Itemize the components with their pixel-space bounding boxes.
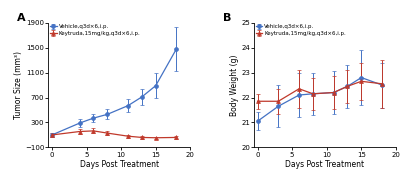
Text: A: A — [17, 13, 26, 23]
Text: B: B — [223, 13, 231, 23]
X-axis label: Days Post Treatment: Days Post Treatment — [80, 160, 159, 169]
X-axis label: Days Post Treatment: Days Post Treatment — [286, 160, 364, 169]
Legend: Vehicle,q3d×6,i.p., Keytruda,15mg/kg,q3d×6,i.p.: Vehicle,q3d×6,i.p., Keytruda,15mg/kg,q3d… — [50, 24, 141, 36]
Y-axis label: Body Weight (g): Body Weight (g) — [230, 54, 239, 116]
Y-axis label: Tumor Size (mm³): Tumor Size (mm³) — [14, 51, 23, 119]
Legend: Vehicle,q3d×6,i.p., Keytruda,15mg/kg,q3d×6,i.p.: Vehicle,q3d×6,i.p., Keytruda,15mg/kg,q3d… — [255, 24, 346, 36]
